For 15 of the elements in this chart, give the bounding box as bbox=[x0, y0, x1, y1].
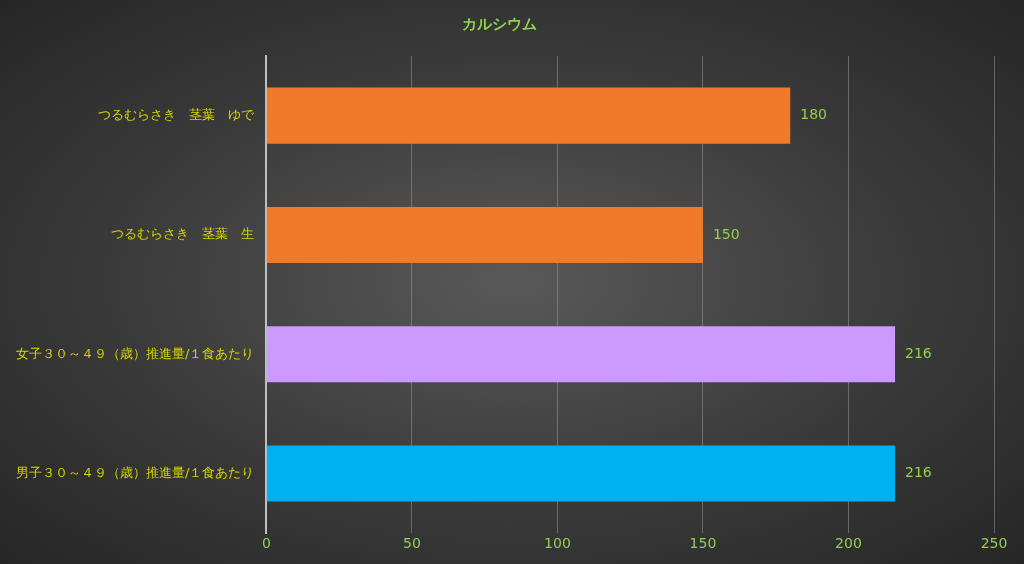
data-label: 150 bbox=[712, 225, 740, 242]
x-tick-label: 100 bbox=[544, 535, 571, 552]
data-label: 216 bbox=[905, 344, 932, 361]
x-tick-label: 0 bbox=[261, 535, 271, 552]
x-tick-label: 150 bbox=[689, 535, 717, 552]
chart-title: カルシウム bbox=[461, 14, 537, 33]
y-tick-label: 男子３０～４９（歳）推進量/１食あたり bbox=[15, 464, 255, 480]
x-tick-label: 200 bbox=[835, 535, 862, 552]
data-label: 180 bbox=[800, 106, 827, 123]
x-tick-label: 250 bbox=[980, 535, 1008, 552]
y-tick-label: 女子３０～４９（歳）推進量/１食あたり bbox=[15, 345, 255, 361]
data-label: 216 bbox=[905, 464, 932, 481]
y-tick-label: つるむらさき 茎葉 ゆで bbox=[98, 107, 256, 123]
x-tick-label: 50 bbox=[402, 535, 421, 552]
y-tick-label: つるむらさき 茎葉 生 bbox=[111, 226, 255, 242]
